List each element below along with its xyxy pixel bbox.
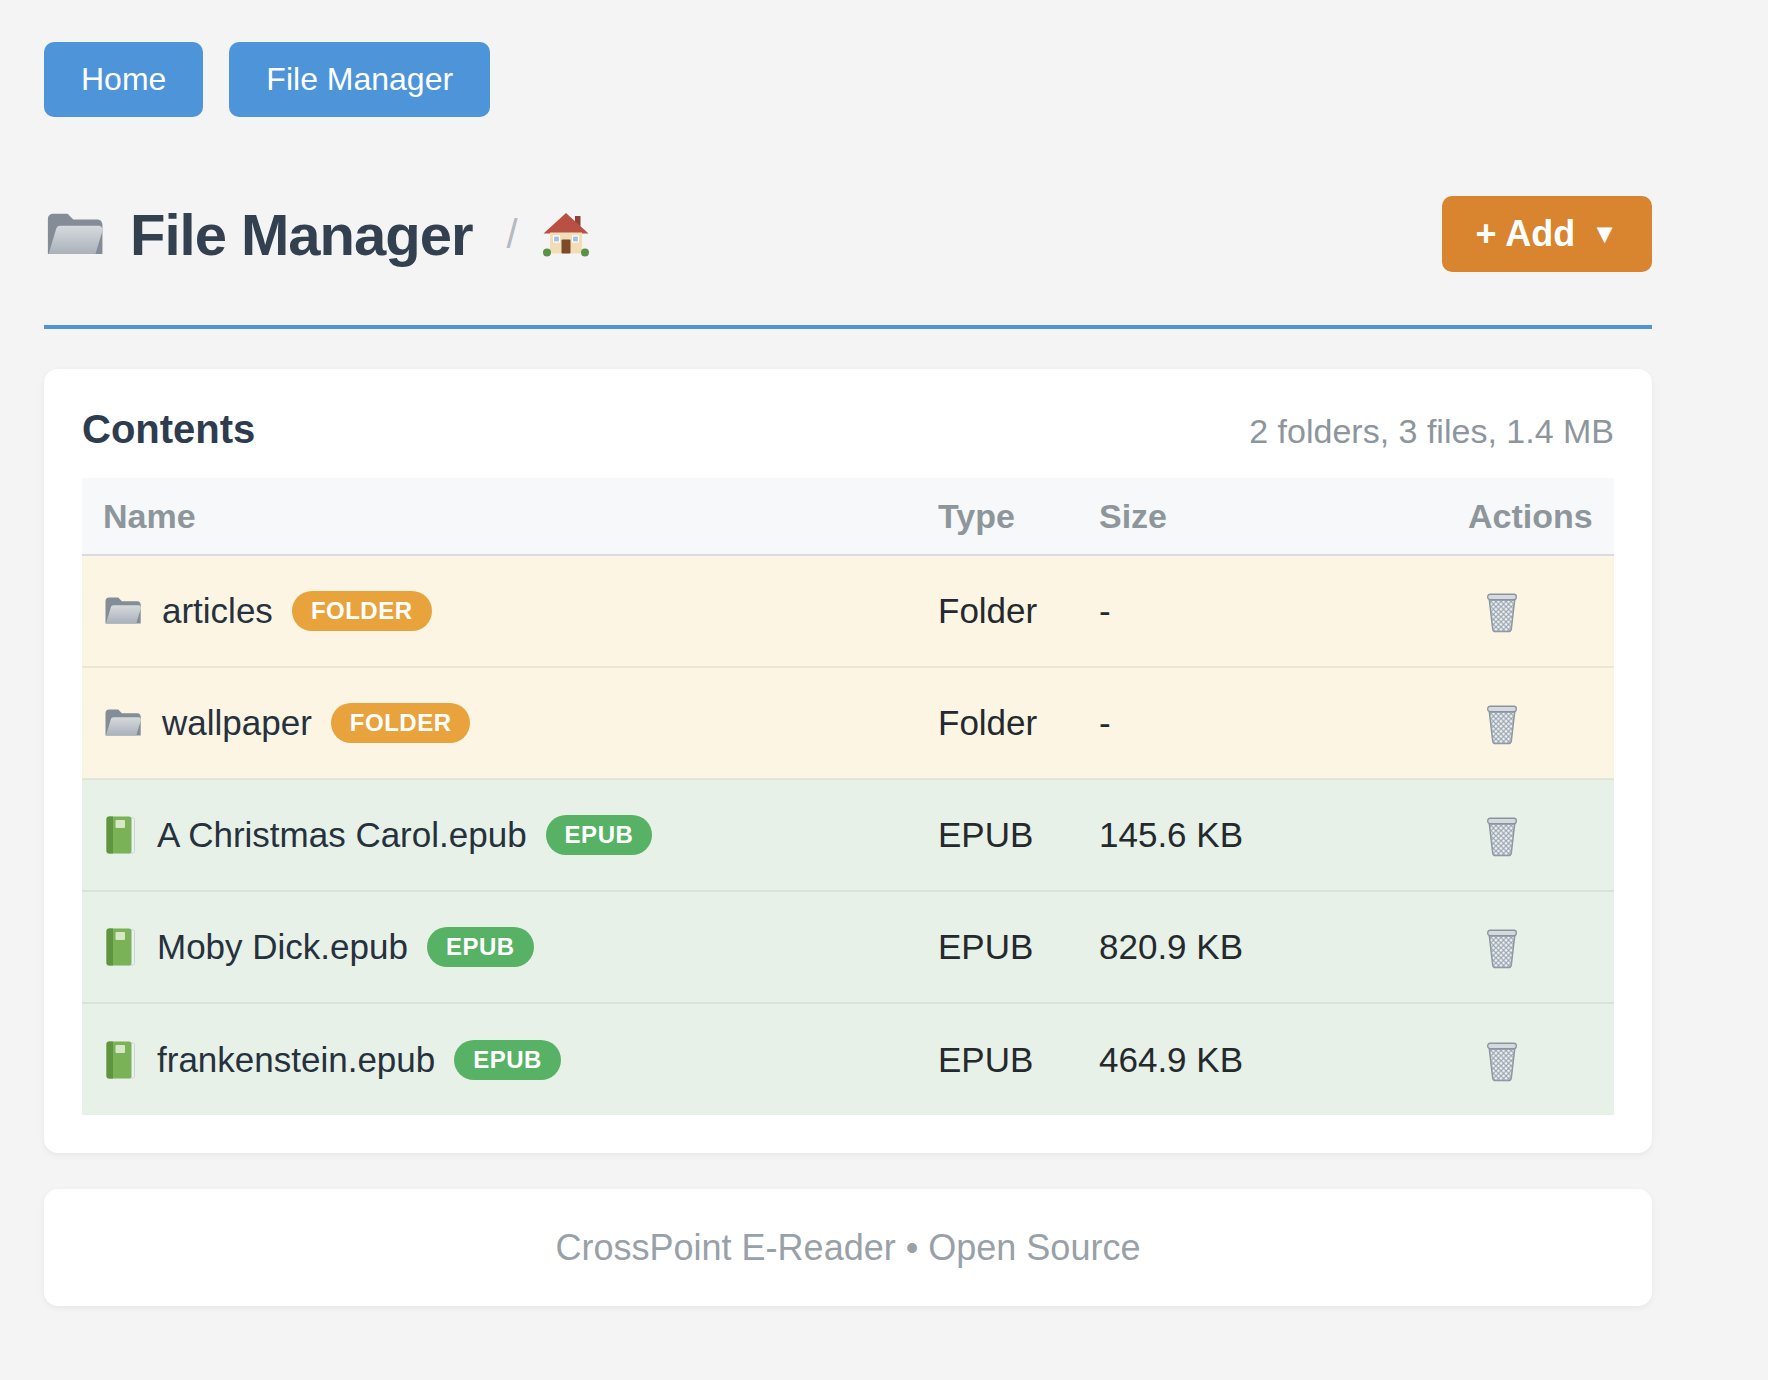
type-cell: EPUB [917,891,1078,1003]
folder-name-link[interactable]: articles [162,591,273,631]
breadcrumb-separator: / [507,212,518,257]
size-cell: 820.9 KB [1078,891,1447,1003]
folder-badge: FOLDER [292,591,432,631]
wastebasket-icon [1483,925,1521,969]
name-cell: A Christmas Carol.epub EPUB [103,815,917,855]
table-row-frankenstein: frankenstein.epub EPUB EPUB 464.9 KB [82,1003,1614,1115]
folder-badge: FOLDER [331,703,471,743]
add-button[interactable]: + Add ▼ [1442,196,1652,272]
delete-button[interactable] [1483,925,1521,969]
epub-badge: EPUB [546,815,653,855]
footer-text: CrossPoint E-Reader • Open Source [556,1227,1141,1269]
size-cell: - [1078,667,1447,779]
chevron-down-icon: ▼ [1591,221,1618,248]
type-cell: EPUB [917,779,1078,891]
table-row-christmas-carol: A Christmas Carol.epub EPUB EPUB 145.6 K… [82,779,1614,891]
table-row-articles: articles FOLDER Folder - [82,555,1614,667]
green-book-icon [103,815,138,855]
nav-home-button[interactable]: Home [44,42,203,117]
contents-card-header: Contents 2 folders, 3 files, 1.4 MB [82,407,1614,452]
table-header: Name Type Size Actions [82,478,1614,555]
header-divider [44,325,1652,329]
house-icon [542,211,590,257]
epub-badge: EPUB [427,927,534,967]
folder-name-link[interactable]: wallpaper [162,703,312,743]
page: Home File Manager File Manager / + Add ▼… [44,0,1652,1306]
wastebasket-icon [1483,1038,1521,1082]
nav-file-manager-button[interactable]: File Manager [229,42,490,117]
wastebasket-icon [1483,589,1521,633]
folder-icon [44,208,106,261]
type-cell: Folder [917,667,1078,779]
green-book-icon [103,1040,138,1080]
footer-card: CrossPoint E-Reader • Open Source [44,1189,1652,1306]
delete-button[interactable] [1483,701,1521,745]
contents-card: Contents 2 folders, 3 files, 1.4 MB Name… [44,369,1652,1153]
type-cell: Folder [917,555,1078,667]
name-cell: Moby Dick.epub EPUB [103,927,917,967]
add-button-label: + Add [1476,213,1576,255]
page-title-text: File Manager [130,201,473,268]
page-title: File Manager / [44,201,590,268]
file-name: Moby Dick.epub [157,927,408,967]
delete-button[interactable] [1483,1038,1521,1082]
wastebasket-icon [1483,701,1521,745]
table-row-moby-dick: Moby Dick.epub EPUB EPUB 820.9 KB [82,891,1614,1003]
table-row-wallpaper: wallpaper FOLDER Folder - [82,667,1614,779]
folder-icon [103,593,143,629]
delete-button[interactable] [1483,589,1521,633]
size-cell: - [1078,555,1447,667]
contents-heading: Contents [82,407,255,452]
folder-icon [103,705,143,741]
delete-button[interactable] [1483,813,1521,857]
breadcrumb-home-link[interactable] [542,211,590,257]
type-cell: EPUB [917,1003,1078,1115]
name-cell: frankenstein.epub EPUB [103,1040,917,1080]
contents-summary: 2 folders, 3 files, 1.4 MB [1249,412,1614,451]
size-cell: 464.9 KB [1078,1003,1447,1115]
size-cell: 145.6 KB [1078,779,1447,891]
column-header-type: Type [917,478,1078,555]
epub-badge: EPUB [454,1040,561,1080]
column-header-name: Name [82,478,917,555]
file-name: frankenstein.epub [157,1040,435,1080]
green-book-icon [103,927,138,967]
top-nav: Home File Manager [44,42,1652,117]
column-header-size: Size [1078,478,1447,555]
page-header: File Manager / + Add ▼ [44,191,1652,277]
name-cell: wallpaper FOLDER [103,703,917,743]
contents-table: Name Type Size Actions articles FOLDER [82,478,1614,1115]
name-cell: articles FOLDER [103,591,917,631]
wastebasket-icon [1483,813,1521,857]
file-name: A Christmas Carol.epub [157,815,527,855]
column-header-actions: Actions [1447,478,1614,555]
